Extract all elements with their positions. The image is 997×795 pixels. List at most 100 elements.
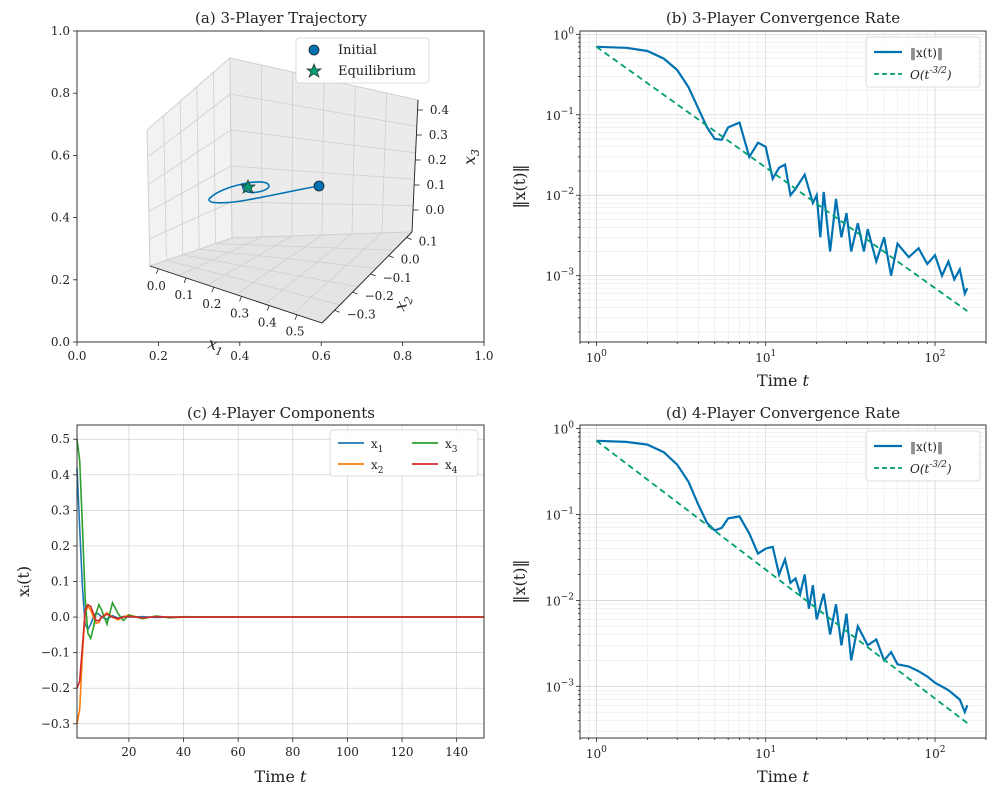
y-tick-label: 100 bbox=[553, 26, 574, 42]
legend-equilibrium-label: Equilibrium bbox=[338, 64, 416, 79]
outer-y-tick-label: 0.8 bbox=[51, 86, 70, 100]
grid-3d-line bbox=[293, 232, 383, 314]
y-tick-label: 0.5 bbox=[51, 432, 70, 446]
x1-tick-label: 0.5 bbox=[285, 325, 304, 339]
grid-3d-line bbox=[163, 115, 167, 261]
y-tick-label: −0.2 bbox=[41, 681, 70, 695]
x1-axis-line bbox=[149, 265, 323, 324]
grid-3d-line bbox=[182, 254, 359, 287]
grid-3d-line bbox=[147, 93, 231, 158]
legend-equilibrium-marker bbox=[305, 63, 323, 78]
grid-3d-line bbox=[231, 201, 414, 206]
x1-tick bbox=[211, 286, 215, 293]
x2-tick bbox=[370, 273, 376, 277]
y-tick-label: 10−2 bbox=[545, 187, 574, 203]
x1-tick bbox=[183, 277, 187, 284]
grid-3d-line bbox=[291, 71, 294, 237]
x-tick-label: 101 bbox=[755, 745, 776, 761]
outer-x-tick-label: 0.2 bbox=[149, 349, 168, 363]
series-line-4 bbox=[76, 603, 484, 689]
grid-3d-line bbox=[199, 248, 377, 269]
grid-3d-line bbox=[213, 72, 216, 244]
grid-3d-line bbox=[381, 92, 388, 234]
plot-frame bbox=[579, 424, 987, 739]
outer-y-tick-label: 0.6 bbox=[51, 148, 70, 162]
x-axis-label: Time t bbox=[757, 371, 810, 390]
x1-tick-label: 0.2 bbox=[202, 297, 221, 311]
grid-3d-line bbox=[147, 129, 232, 185]
x2-tick bbox=[388, 255, 394, 259]
grid-3d-line bbox=[149, 201, 232, 240]
x2-axis-label: x2 bbox=[390, 292, 416, 315]
grid-3d-line bbox=[264, 233, 353, 305]
x2-tick bbox=[406, 237, 412, 240]
series-line-2 bbox=[595, 440, 968, 724]
x-axis-label: Time t bbox=[757, 767, 810, 786]
x3-tick-label: 0.4 bbox=[430, 103, 449, 117]
panel-a-3d-grid bbox=[147, 64, 417, 314]
x1-tick-label: 0.0 bbox=[147, 279, 166, 293]
legend-label-1: x1 bbox=[371, 437, 384, 455]
x-tick-label: 102 bbox=[925, 745, 946, 761]
grid-3d-line bbox=[231, 165, 415, 180]
grid-3d-line bbox=[196, 86, 200, 250]
series-line-2 bbox=[595, 46, 968, 312]
grid-3d-line bbox=[179, 101, 184, 255]
y-tick-label: 10−3 bbox=[545, 678, 574, 694]
outer-y-tick-label: 0.0 bbox=[51, 335, 70, 349]
panel-a-frame bbox=[76, 30, 485, 343]
panel-a-3d-box bbox=[146, 56, 419, 324]
x1-tick bbox=[155, 268, 159, 274]
x1-tick-label: 0.4 bbox=[258, 316, 277, 330]
panel-a: (a) 3-Player Trajectory 0.0 0.2 0.4 0.6 0.8 1… bbox=[51, 9, 494, 363]
y-tick-label: 10−1 bbox=[545, 107, 574, 123]
x-tick-label: 100 bbox=[586, 349, 607, 365]
outer-y-tick-label: 0.2 bbox=[51, 273, 70, 287]
x1-tick-label: 0.1 bbox=[175, 288, 194, 302]
x-tick-label: 60 bbox=[231, 745, 246, 759]
legend-box bbox=[329, 429, 479, 477]
outer-y-tick-label: 1.0 bbox=[51, 24, 70, 38]
x2-tick-label: −0.1 bbox=[383, 271, 412, 285]
x2-tick bbox=[352, 291, 358, 295]
x1-tick bbox=[239, 296, 242, 302]
panel-d-title: (d) 4-Player Convergence Rate bbox=[666, 404, 900, 422]
panel-a-3d-ticks: 0.0 0.1 0.2 0.3 0.4 0.5 0.1 0.0 −0.1 −0.2 −0.3 0.4 0… bbox=[147, 103, 450, 339]
x3-tick-label: 0.3 bbox=[429, 128, 448, 142]
x2-tick-label: −0.3 bbox=[347, 307, 376, 321]
outer-y-tick-label: 0.4 bbox=[51, 211, 70, 225]
x-axis-label: Time t bbox=[255, 767, 308, 786]
grid-3d-line bbox=[351, 85, 356, 235]
y-tick-label: 0.2 bbox=[51, 539, 70, 553]
y-axis-label: ‖x(t)‖ bbox=[510, 165, 529, 209]
trajectory-3d-line bbox=[208, 181, 320, 204]
panel-c: (c) 4-Player Components 20 40 60 80 100 120 14… bbox=[14, 404, 485, 786]
grid-3d-line bbox=[148, 165, 232, 212]
y-axis-label: xᵢ(t) bbox=[14, 566, 33, 597]
legend-label-4: x4 bbox=[445, 458, 458, 476]
grid-3d-line bbox=[230, 129, 416, 154]
x2-tick bbox=[334, 309, 340, 313]
x-tick-label: 40 bbox=[176, 745, 191, 759]
x-tick-label: 80 bbox=[285, 745, 300, 759]
pane-back-left bbox=[146, 56, 233, 267]
grid-3d-line bbox=[260, 64, 263, 238]
series-line-1 bbox=[76, 467, 484, 632]
grid-3d-line bbox=[207, 235, 293, 286]
x2-tick-label: −0.2 bbox=[365, 289, 394, 303]
legend-label-2: O(t-3/2) bbox=[910, 66, 952, 82]
x-tick-label: 120 bbox=[391, 745, 414, 759]
x-tick-label: 140 bbox=[445, 745, 468, 759]
x3-axis-label: x3 bbox=[460, 149, 482, 165]
panel-b: (b) 3-Player Convergence Rate 100 101 102 1… bbox=[510, 9, 987, 390]
y-tick-label: 0.1 bbox=[51, 575, 70, 589]
x1-tick-label: 0.3 bbox=[230, 306, 249, 320]
series-line-2 bbox=[76, 604, 484, 724]
panel-b-title: (b) 3-Player Convergence Rate bbox=[666, 9, 900, 27]
panel-a-outer-ticks: 0.0 0.2 0.4 0.6 0.8 1.0 0.0 0.2 0.4 0.6 0.8 1.0 bbox=[51, 24, 494, 363]
y-tick-label: 10−2 bbox=[545, 592, 574, 608]
y-tick-label: 10−3 bbox=[545, 268, 574, 284]
legend-label-1: ‖x(t)‖ bbox=[910, 46, 943, 60]
x-tick-label: 100 bbox=[336, 745, 359, 759]
legend-initial-label: Initial bbox=[338, 43, 377, 58]
